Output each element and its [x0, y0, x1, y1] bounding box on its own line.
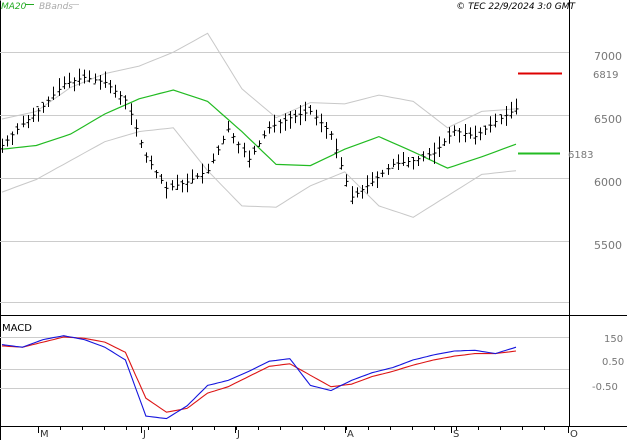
macd-y-axis: 150 0.50 -0.50: [592, 334, 624, 393]
x-tick-label: A: [347, 429, 354, 440]
ma20-legend: MA20: [1, 2, 27, 12]
price-y-tick-label: 5500: [594, 239, 622, 252]
macd-y-tick-label: 150: [604, 334, 623, 345]
x-tick-label: M: [40, 429, 49, 440]
chart-header: MA20 BBands © TEC 22/9/2024 3:0 GMT: [1, 2, 577, 12]
x-tick-label: S: [453, 429, 459, 440]
price-y-tick-label: 6000: [594, 176, 622, 189]
x-tick-label: J: [236, 429, 240, 440]
bbands-lower-line: [1, 127, 517, 218]
bbands-legend: BBands: [39, 2, 73, 12]
macd-lines-layer: [1, 335, 517, 420]
x-tick-label: O: [570, 429, 578, 440]
support-label: 6183: [568, 150, 593, 161]
macd-panel-label: MACD: [2, 323, 32, 334]
price-y-tick-label: 6500: [594, 113, 622, 126]
copyright-text: © TEC 22/9/2024 3:0 GMT: [456, 2, 576, 12]
bbands-upper-line: [1, 32, 517, 129]
macd-line: [1, 335, 517, 420]
x-tick-label: J: [142, 429, 146, 440]
price-y-axis: 7000 6500 6000 5500: [594, 50, 622, 252]
price-bars-layer: [0, 68, 519, 205]
price-y-tick-label: 7000: [594, 50, 622, 63]
annotation-layer: 6819 6183: [518, 70, 618, 161]
ma20-legend-swatch: [25, 4, 34, 5]
macd-grid: [0, 337, 569, 389]
bbands-layer: [1, 32, 517, 218]
macd-y-tick-label: 0.50: [602, 357, 624, 368]
bbands-legend-swatch: [70, 4, 79, 5]
macd-y-tick-label: -0.50: [592, 382, 618, 393]
resistance-label: 6819: [593, 70, 618, 81]
macd-signal-line: [1, 336, 517, 413]
price-grid: [0, 52, 569, 303]
ma20-layer: [1, 89, 517, 169]
ma20-line: [1, 89, 517, 169]
